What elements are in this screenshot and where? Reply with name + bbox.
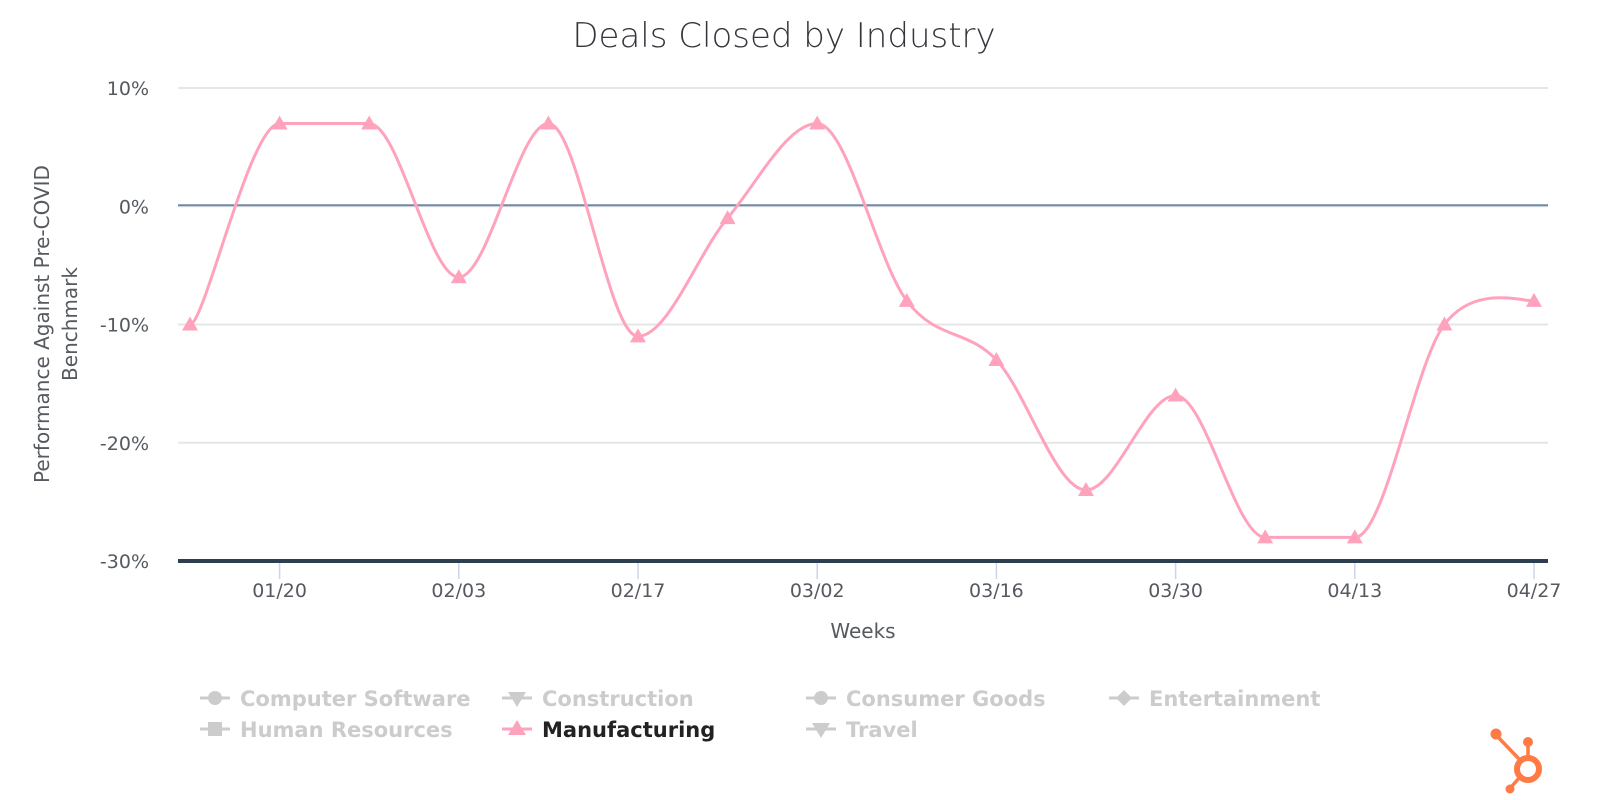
x-tick-label: 03/02 — [790, 580, 845, 602]
data-point-marker[interactable] — [1257, 529, 1274, 544]
data-point-marker[interactable] — [182, 316, 198, 331]
logo-node — [1505, 784, 1515, 794]
logo-hub — [1514, 755, 1542, 783]
data-point-marker[interactable] — [809, 115, 826, 130]
legend-label: Manufacturing — [542, 718, 715, 742]
x-tick-label: 04/27 — [1507, 580, 1562, 602]
square-icon — [208, 722, 222, 736]
x-axis-title: Weeks — [830, 619, 895, 643]
legend-item-computer-software[interactable]: Computer Software — [200, 687, 471, 711]
x-tick-label: 04/13 — [1327, 580, 1382, 602]
y-tick-label: 10% — [107, 78, 149, 100]
data-point-marker[interactable] — [1346, 529, 1363, 544]
x-tick-label: 01/20 — [252, 580, 307, 602]
logo-spoke — [1495, 734, 1521, 761]
y-tick-label: -10% — [100, 315, 149, 337]
grid-lines — [178, 87, 1548, 444]
circle-icon — [208, 691, 222, 705]
legend-label: Entertainment — [1149, 687, 1320, 711]
diamond-icon — [1116, 690, 1132, 706]
legend-item-manufacturing[interactable]: Manufacturing — [502, 718, 715, 742]
legend-item-entertainment[interactable]: Entertainment — [1109, 687, 1320, 711]
y-axis-title-line-1: Performance Against Pre-COVID — [30, 165, 54, 483]
hubspot-sprocket-icon — [1490, 728, 1542, 794]
legend-item-human-resources[interactable]: Human Resources — [200, 718, 453, 742]
legend-label: Human Resources — [240, 718, 453, 742]
data-point-marker[interactable] — [1436, 316, 1453, 331]
legend: Computer Software Construction Consumer Go… — [200, 687, 1320, 742]
data-point-marker[interactable] — [898, 292, 915, 307]
data-point-marker[interactable] — [988, 351, 1005, 366]
data-point-marker[interactable] — [450, 269, 467, 284]
circle-icon — [814, 691, 828, 705]
y-tick-label: -20% — [100, 433, 149, 455]
x-tick-label: 02/03 — [431, 580, 486, 602]
legend-item-consumer-goods[interactable]: Consumer Goods — [806, 687, 1046, 711]
x-axis: 01/20 02/03 02/17 03/02 03/16 03/30 04/13 04/27 — [178, 559, 1562, 602]
series-line-manufacturing — [189, 121, 1535, 539]
data-point-marker[interactable] — [361, 115, 378, 130]
legend-label: Computer Software — [240, 687, 471, 711]
x-tick-label: 03/30 — [1148, 580, 1203, 602]
y-axis-ticks: 10% 0% -10% -20% -30% — [100, 78, 149, 573]
y-tick-label: 0% — [119, 196, 149, 218]
legend-label: Travel — [846, 718, 918, 742]
data-point-marker[interactable] — [1167, 387, 1184, 402]
triangle-down-icon — [812, 723, 830, 738]
triangle-up-icon — [508, 720, 526, 735]
x-tick-label: 02/17 — [611, 580, 666, 602]
logo-spoke — [1510, 775, 1522, 788]
series-group — [182, 115, 1542, 544]
chart-title: Deals Closed by Industry — [572, 16, 995, 56]
y-axis-title-line-2: Benchmark — [58, 267, 82, 381]
logo-node — [1490, 728, 1502, 740]
data-point-marker[interactable] — [1078, 482, 1094, 497]
legend-label: Construction — [542, 687, 694, 711]
logo-node — [1523, 737, 1533, 747]
x-tick-label: 03/16 — [969, 580, 1024, 602]
legend-label: Consumer Goods — [846, 687, 1046, 711]
data-point-marker[interactable] — [271, 115, 288, 130]
data-point-marker[interactable] — [540, 115, 557, 130]
triangle-down-icon — [508, 692, 526, 707]
legend-item-travel[interactable]: Travel — [806, 718, 918, 742]
data-point-marker[interactable] — [1526, 292, 1542, 307]
data-point-marker[interactable] — [630, 328, 646, 343]
data-point-marker[interactable] — [719, 210, 736, 225]
legend-item-construction[interactable]: Construction — [502, 687, 694, 711]
y-tick-label: -30% — [100, 551, 149, 573]
